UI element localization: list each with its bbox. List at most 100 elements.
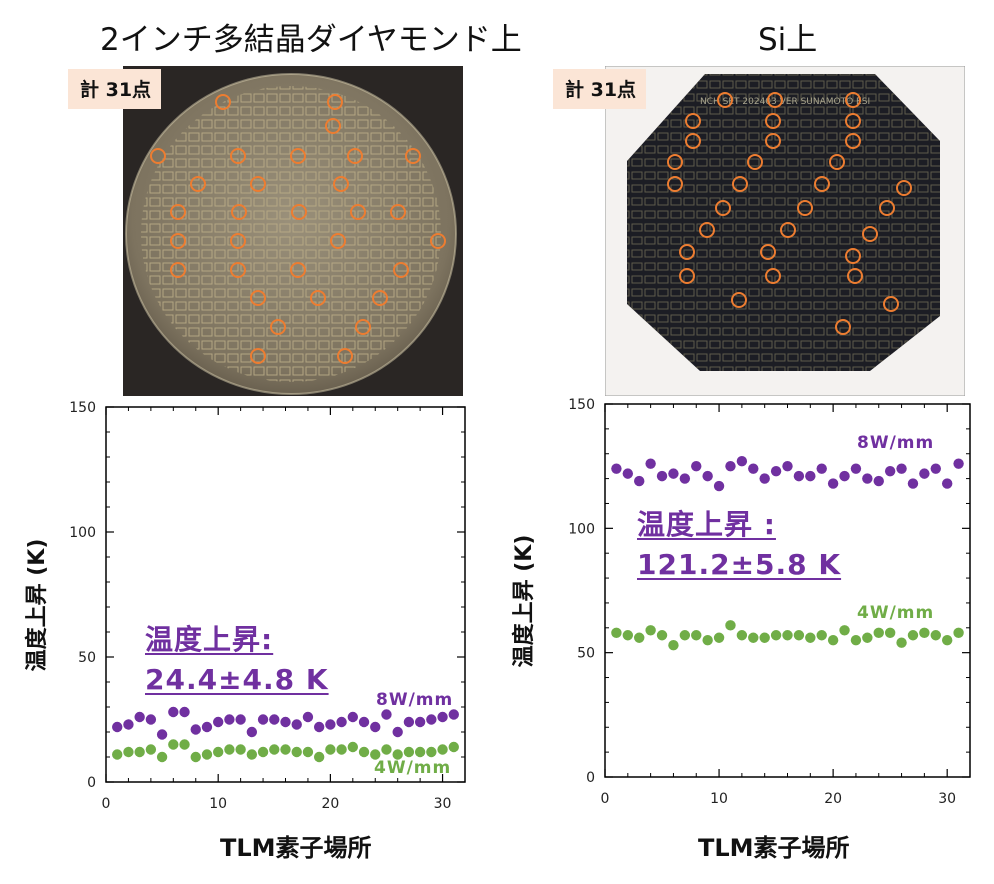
right-point-4w [884,627,896,638]
left-point-8w [370,721,381,733]
right-point-4w [941,635,953,646]
right-y-axis-label: 温度上昇 (K) [512,534,537,668]
left-point-4w [347,741,359,753]
right-point-4w [919,627,930,638]
left-point-4w [313,751,325,763]
right-point-4w [930,630,941,641]
left-point-4w [370,749,381,760]
measurement-point-circle [393,262,409,278]
measurement-point-markers-si [667,92,912,335]
right-point-4w [713,632,725,643]
measurement-point-circle [291,204,307,220]
left-point-8w [168,706,179,718]
measurement-point-circle [845,92,861,108]
right-point-4w [816,630,827,641]
measurement-point-circle [230,148,246,164]
left-point-8w [291,719,302,730]
left-point-4w [112,749,123,760]
right-point-4w [679,630,691,641]
left-point-4w [280,744,291,755]
measurement-point-circle [685,133,701,149]
left-point-4w [156,751,168,763]
right-point-8w [827,478,839,489]
left-point-8w [123,719,134,730]
right-point-4w [896,637,907,648]
right-point-4w [611,627,622,638]
measurement-point-circle [760,244,776,260]
right-point-8w [725,460,736,472]
right-x-tick-label: 20 [824,791,842,807]
right-point-8w [782,460,793,472]
right-point-8w [850,463,862,474]
right-point-4w [827,635,839,646]
right-point-8w [770,465,782,477]
left-y-tick-label: 50 [78,650,96,666]
left-point-4w [403,746,415,758]
measurement-point-circle [170,233,186,249]
right-point-4w [725,620,736,631]
diamond-wafer-photo [123,66,463,396]
right-x-tick-label: 30 [938,791,956,807]
measurement-point-markers [150,94,446,364]
left-x-axis-label: TLM素子場所 [220,834,372,862]
measurement-point-circle [667,154,683,170]
measurement-point-circle [667,176,683,192]
right-point-4w [691,630,702,641]
left-point-4w [257,746,269,758]
left-point-4w [134,746,145,758]
right-point-4w [702,635,713,646]
right-x-tick-label: 10 [710,791,728,807]
right-point-4w [805,632,816,643]
right-y-tick-label: 100 [568,521,595,537]
left-point-8w [336,716,347,728]
left-point-8w [201,721,213,733]
left-point-8w [257,714,269,725]
right-point-8w [816,463,827,474]
measurement-point-circle [717,92,733,108]
left-point-4w [246,749,258,760]
measurement-point-circle [767,92,783,108]
left-point-4w [437,744,448,755]
left-y-tick-label: 0 [87,775,96,791]
right-x-tick-label: 0 [601,791,610,807]
right-point-4w [770,630,782,641]
measurement-point-circle [835,319,851,335]
left-point-8w [145,714,157,725]
measurement-point-circle [765,268,781,284]
left-count-badge: 計 31点 [68,69,162,109]
measurement-point-circle [845,113,861,129]
measurement-point-circle [747,154,763,170]
right-series-label-8w: 8W/mm [857,433,935,453]
measurement-point-circle [327,94,343,110]
right-point-8w [953,458,964,469]
right-point-8w [622,468,634,479]
right-point-4w [850,635,862,646]
measurement-point-circle [829,154,845,170]
measurement-point-circle [250,290,266,306]
left-annotation-value: 24.4±4.8 K [145,663,329,696]
right-point-8w [839,470,850,482]
measurement-point-circle [765,113,781,129]
left-point-4w [392,749,403,760]
right-point-4w [839,625,850,636]
left-point-8w [190,724,201,735]
left-point-8w [269,714,280,725]
left-title: 2インチ多結晶ダイヤモンド上 [100,22,522,58]
measurement-point-circle [250,176,266,192]
left-point-4w [358,746,370,758]
measurement-point-circle [797,200,813,216]
left-point-8w [403,716,415,728]
measurement-point-circle [896,180,912,196]
right-point-8w [930,463,941,474]
right-point-4w [634,632,645,643]
measurement-point-circle [883,296,899,312]
measurement-point-circle [355,319,371,335]
left-x-tick-label: 0 [102,796,111,812]
left-series-label-8w: 8W/mm [376,690,454,710]
measurement-point-circle [230,233,246,249]
right-y-tick-label: 0 [586,770,595,786]
measurement-point-circle [270,319,286,335]
left-point-4w [325,744,336,755]
right-point-8w [634,475,645,487]
left-point-8w [224,714,235,725]
